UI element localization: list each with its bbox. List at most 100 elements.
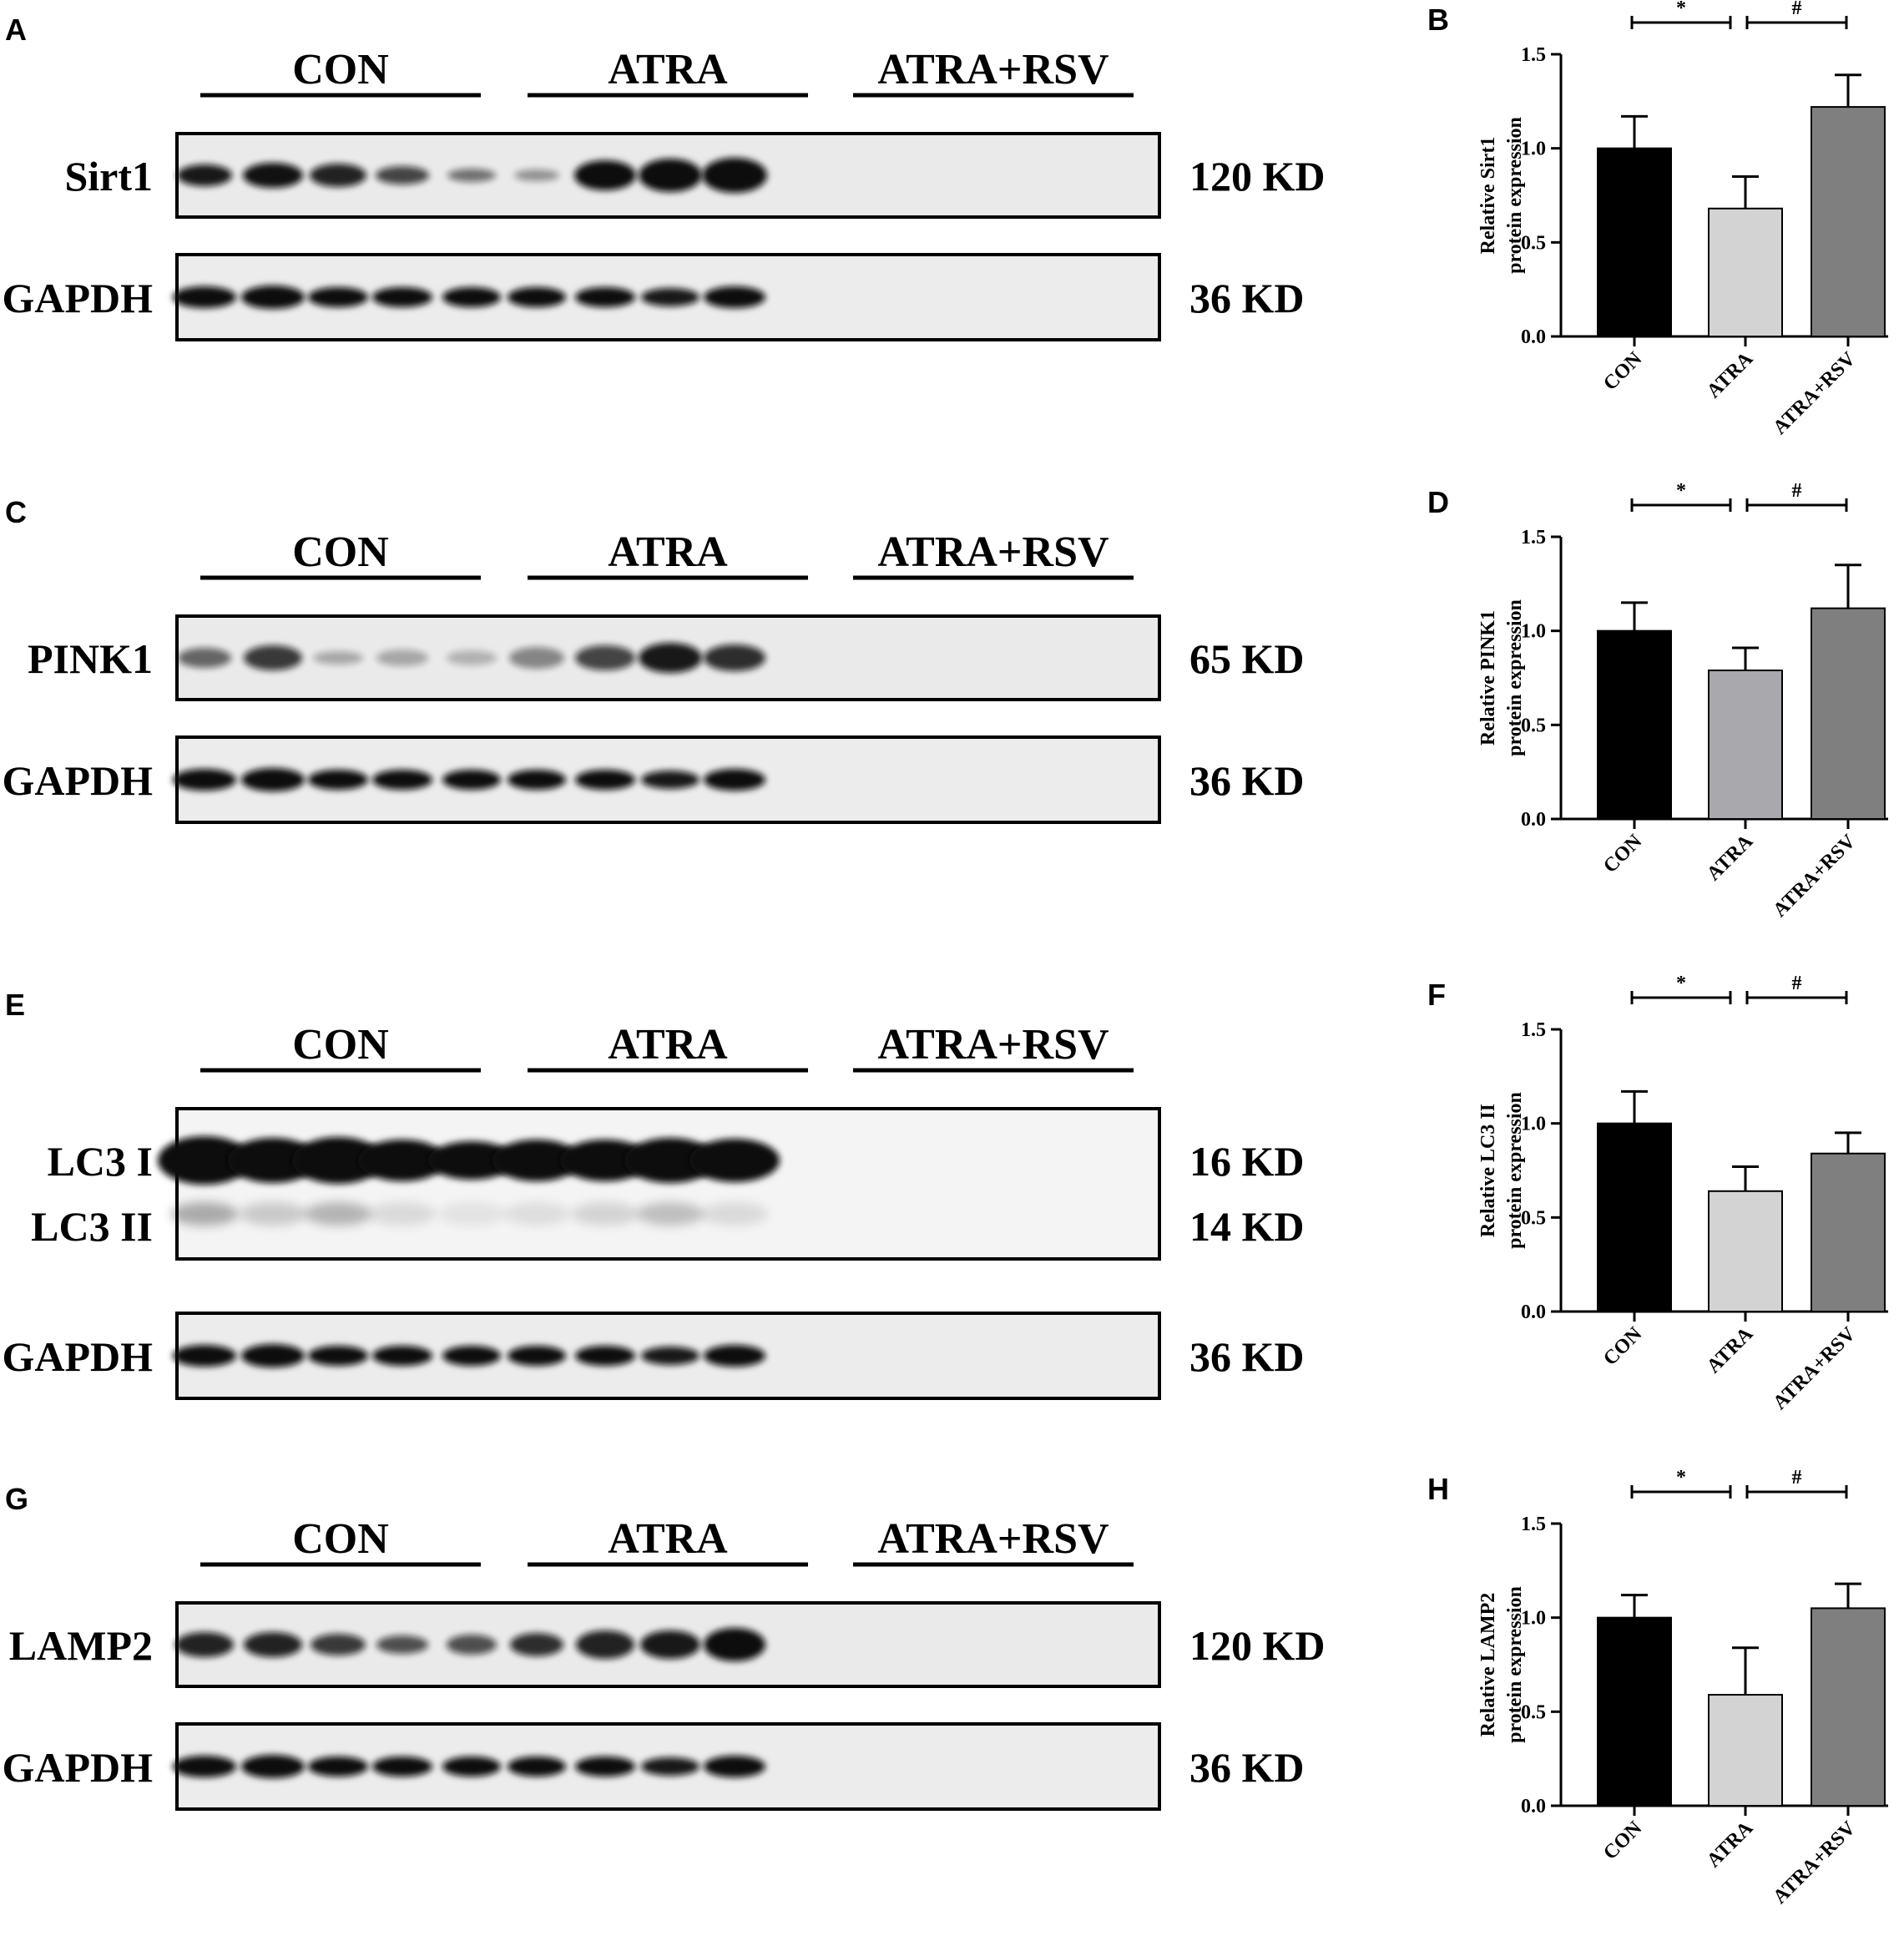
target-band — [311, 1634, 366, 1655]
y-tick-label: 0.0 — [1521, 326, 1546, 348]
target-label: Sirt1 — [64, 153, 153, 200]
loading-band — [508, 770, 566, 790]
loading-size: 36 KD — [1189, 1333, 1305, 1380]
target-band — [175, 1632, 234, 1657]
target-band — [560, 1140, 650, 1181]
y-axis-label-line1: Relative LC3 II — [1477, 1104, 1499, 1237]
lc3-ii-band — [503, 1202, 570, 1226]
x-tick-label: CON — [1599, 1322, 1647, 1370]
x-tick-label: ATRA — [1703, 830, 1758, 885]
bar-atra-rsv — [1811, 106, 1886, 338]
y-axis-label-line2: protein expression — [1504, 1092, 1526, 1249]
loading-band — [442, 1346, 501, 1366]
lc3-ii-band — [240, 1202, 306, 1226]
target-size: 65 KD — [1189, 635, 1305, 682]
loading-band — [173, 769, 236, 791]
y-tick-label: 0.5 — [1521, 1207, 1546, 1229]
y-tick-label: 1.0 — [1521, 1608, 1546, 1630]
loading-band — [173, 1756, 236, 1777]
loading-band — [241, 1344, 305, 1367]
target-band — [447, 169, 496, 182]
target-band — [704, 644, 765, 671]
y-tick-label: 1.5 — [1521, 44, 1546, 66]
y-tick-label: 1.5 — [1521, 1019, 1546, 1041]
y-tick-label: 0.5 — [1521, 715, 1546, 736]
y-axis-label-line2: protein expression — [1504, 1586, 1526, 1743]
loading-band — [575, 287, 635, 307]
loading-band — [641, 288, 699, 306]
target-size-2: 14 KD — [1189, 1203, 1305, 1250]
loading-band — [575, 1757, 635, 1777]
group-label: ATRA+RSV — [877, 528, 1109, 576]
target-band — [177, 164, 232, 186]
target-band — [640, 1630, 700, 1659]
y-axis-label-line2: protein expression — [1504, 599, 1526, 756]
significance-mark: # — [1792, 973, 1802, 994]
loading-band — [641, 771, 699, 789]
significance-mark: * — [1676, 973, 1686, 994]
target-band — [313, 651, 363, 665]
loading-label: GAPDH — [2, 757, 153, 804]
y-axis-label-line1: Relative LAMP2 — [1477, 1593, 1499, 1737]
group-label: CON — [292, 1515, 389, 1563]
loading-band — [508, 1757, 566, 1777]
target-band — [376, 166, 429, 184]
lc3-ii-band — [701, 1202, 768, 1226]
panel-letter-blot: A — [5, 13, 27, 47]
bar-atra — [1708, 1190, 1783, 1312]
target-blot-frame — [175, 1107, 1161, 1261]
y-tick-label: 1.0 — [1521, 139, 1546, 160]
target-band — [639, 159, 702, 192]
bar-chart: 0.0 0.5 1.0 1.5 Relative LAMP2 protein expres… — [1477, 1467, 1888, 1908]
x-tick-label: ATRA+RSV — [1769, 1322, 1860, 1413]
lc3-ii-band — [171, 1202, 238, 1226]
target-band — [639, 643, 702, 673]
target-band — [158, 1136, 251, 1185]
target-band — [178, 648, 231, 668]
loading-band — [241, 768, 305, 791]
target-label-2: LC3 II — [31, 1203, 153, 1250]
significance-mark: * — [1676, 1467, 1686, 1489]
group-label: ATRA+RSV — [877, 1515, 1109, 1563]
y-tick-label: 0.0 — [1521, 1302, 1546, 1323]
bar-atra-rsv — [1811, 1607, 1886, 1807]
loading-band — [508, 1346, 566, 1366]
target-band — [509, 647, 564, 669]
target-band — [358, 1140, 447, 1181]
significance-mark: # — [1792, 480, 1802, 502]
y-tick-label: 0.5 — [1521, 232, 1546, 254]
target-size: 120 KD — [1189, 1622, 1326, 1669]
target-band — [576, 1630, 634, 1659]
group-label: ATRA — [608, 46, 728, 94]
target-band — [228, 1138, 318, 1183]
panel-letter-chart: B — [1427, 3, 1449, 37]
target-band — [574, 160, 636, 190]
x-tick-label: ATRA — [1703, 347, 1758, 402]
panel-letter-blot: G — [5, 1482, 28, 1516]
target-band — [292, 1137, 384, 1184]
loading-band — [372, 287, 432, 307]
loading-band — [372, 1346, 432, 1366]
lc3-ii-band — [438, 1202, 505, 1226]
target-size: 120 KD — [1189, 153, 1326, 200]
loading-size: 36 KD — [1189, 757, 1305, 804]
loading-band — [241, 1755, 305, 1778]
loading-label: GAPDH — [2, 1333, 153, 1380]
target-band — [447, 1635, 497, 1655]
group-label: ATRA+RSV — [877, 1021, 1109, 1069]
group-label: ATRA — [608, 1515, 728, 1563]
y-tick-label: 0.5 — [1521, 1701, 1546, 1723]
bar-chart: 0.0 0.5 1.0 1.5 Relative PINK1 protein expres… — [1477, 480, 1888, 922]
loading-label: GAPDH — [2, 275, 153, 321]
loading-band — [372, 1757, 432, 1777]
target-band — [376, 1635, 428, 1654]
group-label: CON — [292, 528, 389, 576]
loading-band — [173, 286, 236, 308]
loading-band — [308, 1757, 368, 1777]
group-label: ATRA — [608, 528, 728, 576]
x-tick-label: ATRA+RSV — [1769, 1817, 1860, 1908]
